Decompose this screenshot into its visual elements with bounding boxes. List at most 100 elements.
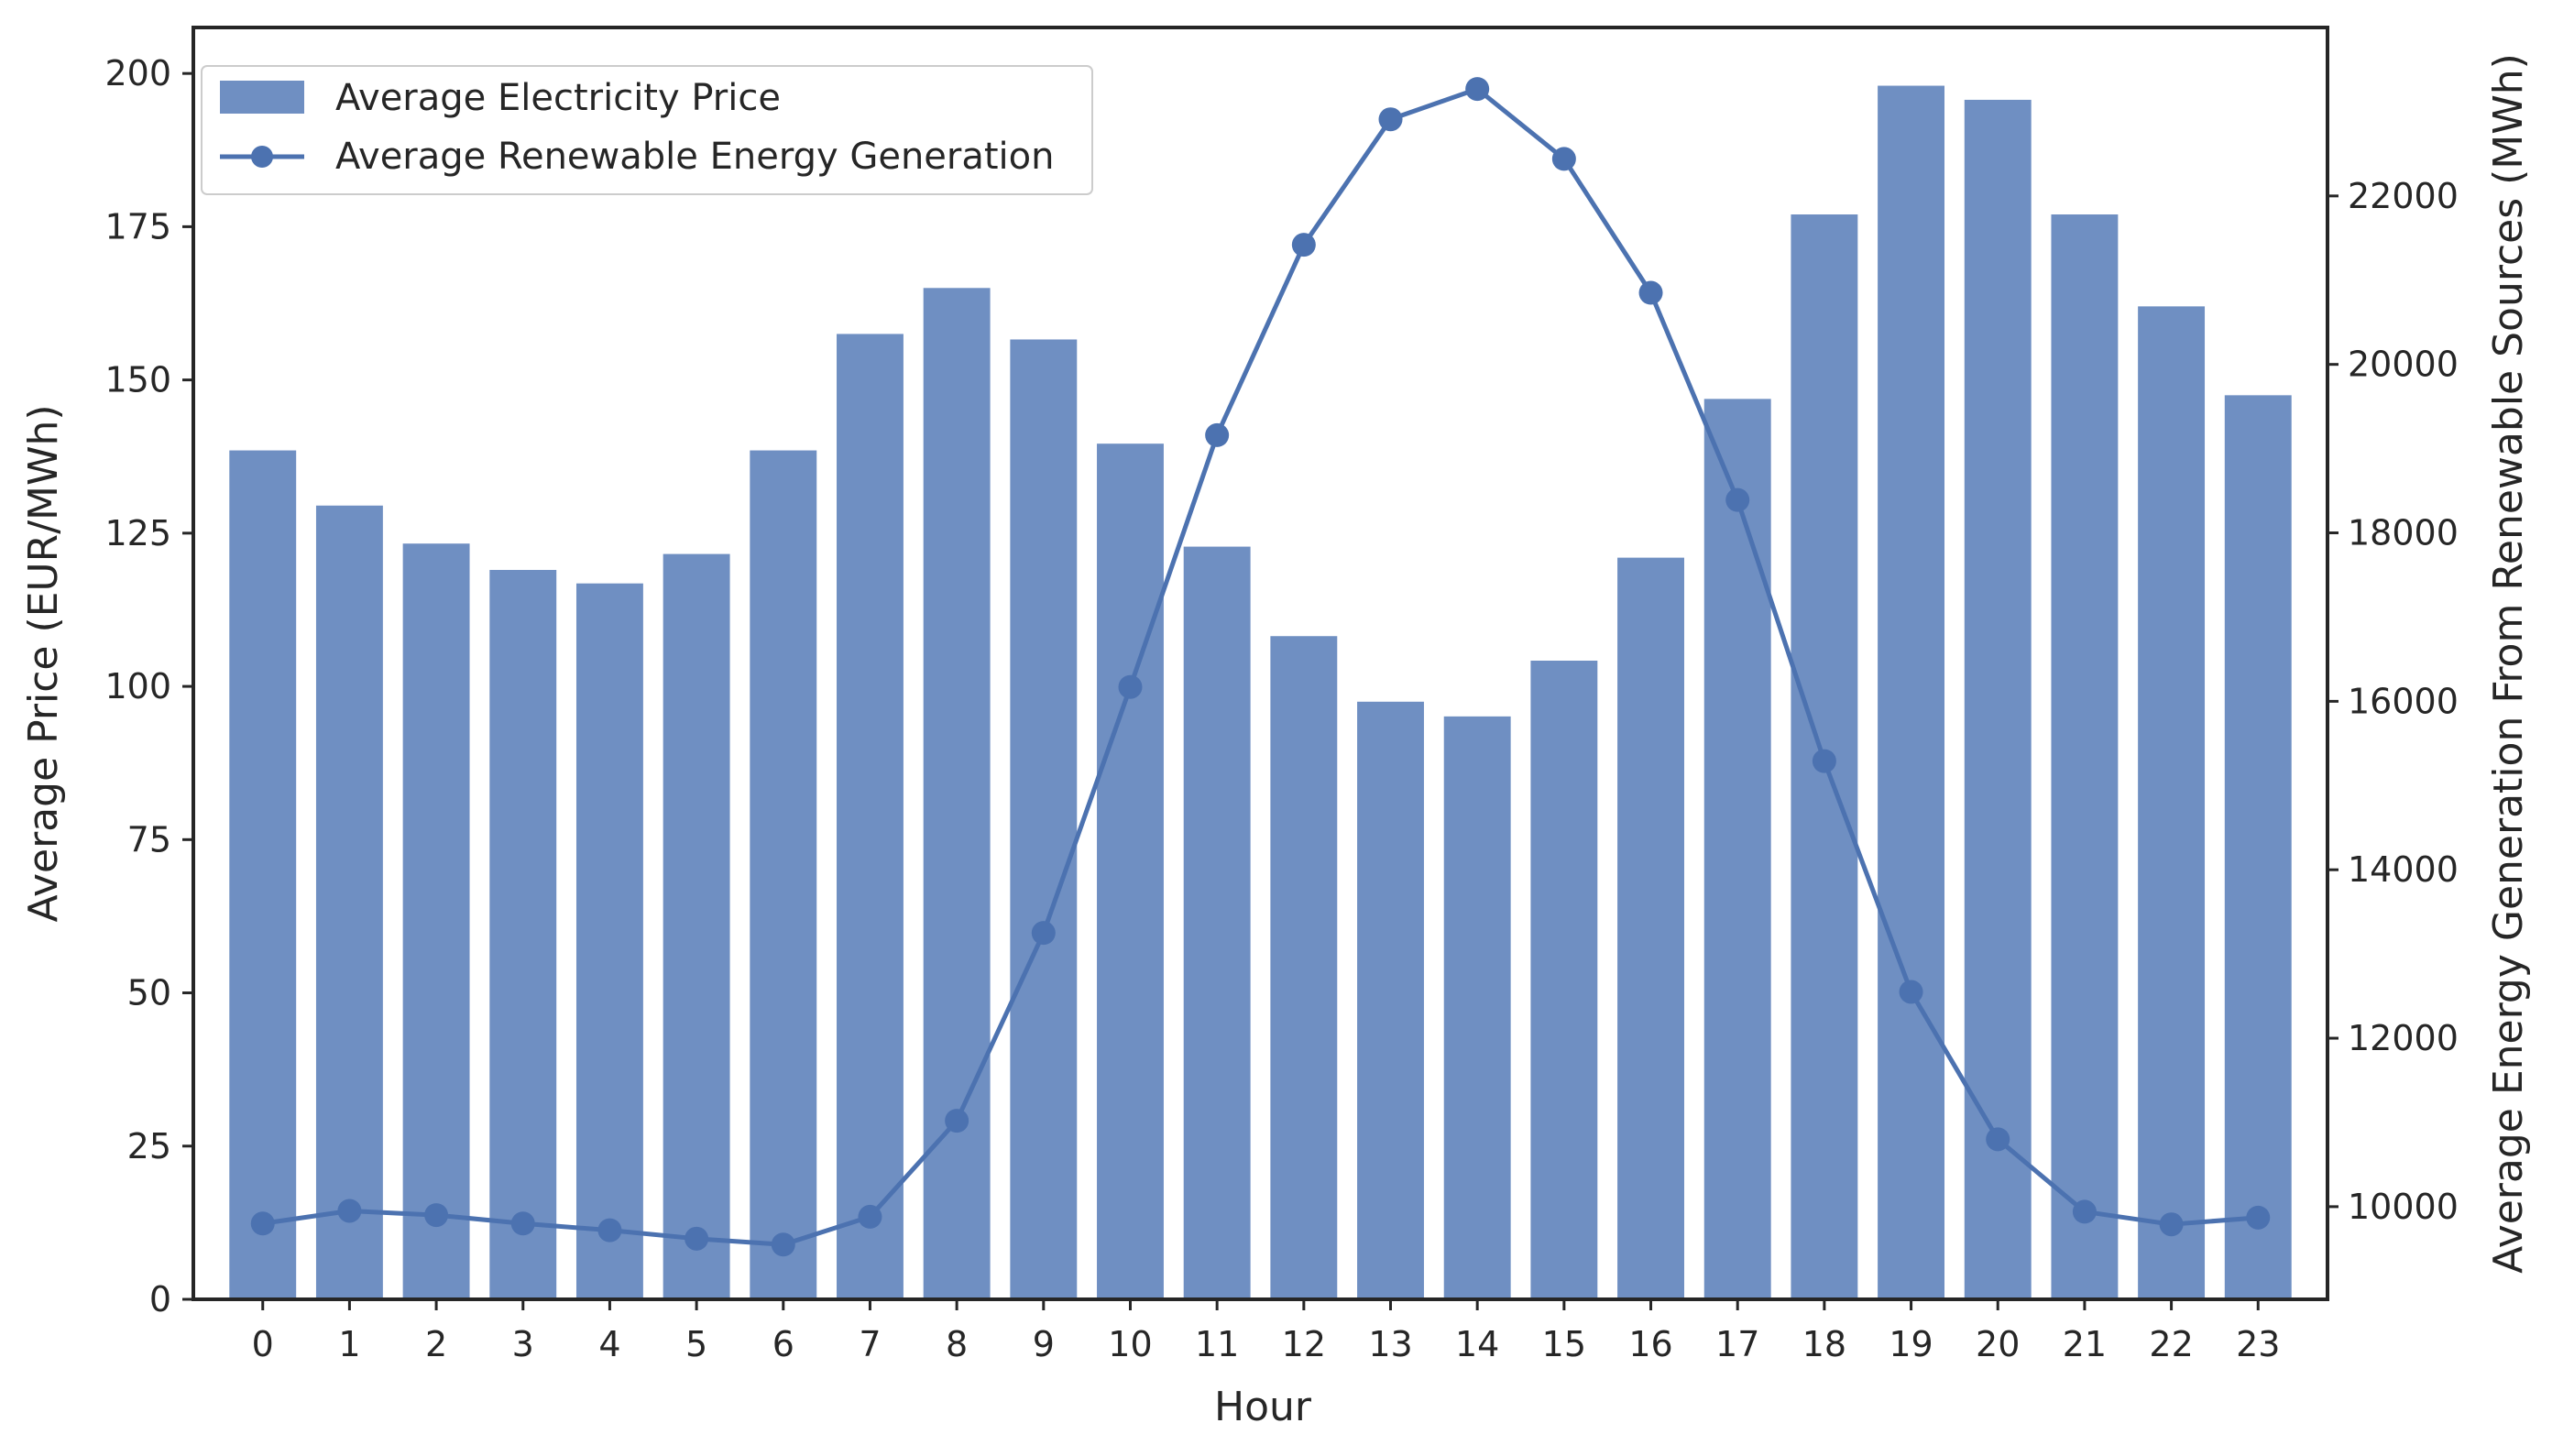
x-tick-label: 6 [772,1324,794,1364]
y2-axis-title: Average Energy Generation From Renewable… [2485,53,2532,1274]
y-tick-label: 150 [104,360,171,400]
renewable-point-hour-17 [1725,487,1750,512]
renewable-point-hour-6 [771,1232,795,1257]
y-tick-label: 100 [104,666,171,706]
bar-hour-10 [1097,443,1164,1299]
x-tick-label: 17 [1715,1324,1759,1364]
bar-hour-13 [1357,701,1424,1299]
legend-label-price: Average Electricity Price [335,77,781,119]
x-ticks: 0 1 2 3 4 5 6 7 8 9 10 11 12 13 14 15 16 17 18 19 20 21 22 23 [252,1299,2280,1364]
x-tick-label: 7 [859,1324,881,1364]
bar-hour-14 [1443,716,1511,1299]
legend-bar-swatch [220,81,304,114]
bar-hour-16 [1617,557,1684,1299]
x-tick-label: 1 [338,1324,360,1364]
bars-layer [229,85,2292,1300]
renewable-point-hour-19 [1899,980,1923,1004]
x-tick-label: 9 [1033,1324,1055,1364]
y-axis-title: Average Price (EUR/MWh) [20,404,67,922]
renewable-point-hour-16 [1638,280,1663,305]
x-tick-label: 22 [2149,1324,2193,1364]
renewable-point-hour-13 [1378,107,1403,132]
bar-hour-19 [1878,85,1945,1299]
x-tick-label: 12 [1282,1324,1326,1364]
renewable-point-hour-2 [424,1203,449,1228]
bar-hour-9 [1010,339,1078,1300]
renewable-point-hour-20 [1986,1127,2010,1152]
line-layer [250,77,2271,1257]
bar-hour-3 [489,569,557,1299]
legend: Average Electricity Price Average Renewa… [201,65,1093,195]
bar-hour-5 [663,553,730,1299]
x-tick-label: 4 [598,1324,620,1364]
renewable-point-hour-1 [337,1199,362,1223]
y2-tick-label: 18000 [2348,513,2459,553]
y2-tick-label: 14000 [2348,849,2459,890]
y2-ticks: 10000 12000 14000 16000 18000 20000 22000 [2328,176,2459,1227]
bar-hour-11 [1183,546,1251,1299]
renewable-point-hour-14 [1465,77,1490,102]
x-tick-label: 13 [1368,1324,1412,1364]
legend-marker-swatch [251,146,273,168]
x-tick-label: 15 [1542,1324,1586,1364]
bar-hour-7 [837,334,904,1300]
renewable-point-hour-21 [2072,1199,2097,1224]
y-tick-label: 0 [149,1279,171,1319]
y2-tick-label: 10000 [2348,1187,2459,1227]
x-tick-label: 3 [512,1324,534,1364]
legend-box [201,65,1093,195]
bar-hour-2 [402,543,470,1299]
bar-hour-6 [750,450,817,1299]
x-tick-label: 18 [1802,1324,1846,1364]
renewable-point-hour-11 [1205,422,1230,447]
y-tick-label: 125 [104,513,171,553]
bar-hour-1 [315,505,383,1299]
bar-hour-20 [1964,99,2032,1300]
renewable-point-hour-10 [1118,674,1143,699]
renewable-point-hour-7 [858,1204,882,1229]
plot-border [192,26,2329,1301]
axes-frame [192,26,2329,1301]
x-tick-label: 5 [685,1324,707,1364]
bar-hour-23 [2224,395,2292,1300]
y-ticks: 0 25 50 75 100 125 150 175 200 [104,53,193,1319]
renewable-point-hour-9 [1031,921,1056,946]
renewable-point-hour-0 [250,1211,275,1236]
bar-hour-17 [1703,399,1771,1299]
renewable-point-hour-4 [597,1218,622,1243]
y2-tick-label: 16000 [2348,681,2459,721]
y-tick-label: 175 [104,206,171,246]
x-tick-label: 8 [946,1324,968,1364]
x-tick-label: 21 [2063,1324,2107,1364]
x-tick-label: 14 [1455,1324,1499,1364]
renewable-point-hour-12 [1291,233,1316,257]
x-tick-label: 19 [1889,1324,1933,1364]
x-tick-label: 0 [252,1324,274,1364]
x-tick-label: 16 [1628,1324,1672,1364]
y2-tick-label: 20000 [2348,345,2459,385]
renewable-point-hour-22 [2159,1212,2184,1237]
y-tick-label: 75 [127,819,171,859]
renewable-point-hour-15 [1551,147,1576,171]
y-tick-label: 50 [127,973,171,1013]
x-tick-label: 20 [1976,1324,2020,1364]
renewable-point-hour-23 [2246,1205,2271,1230]
y2-tick-label: 22000 [2348,176,2459,216]
y2-tick-label: 12000 [2348,1018,2459,1058]
x-tick-label: 11 [1195,1324,1239,1364]
y-tick-label: 25 [127,1126,171,1166]
bar-hour-15 [1530,660,1598,1299]
x-tick-label: 10 [1108,1324,1152,1364]
bar-hour-21 [2051,214,2119,1299]
renewable-point-hour-18 [1812,749,1836,773]
legend-label-renewable: Average Renewable Energy Generation [335,136,1055,178]
bar-hour-4 [575,583,643,1299]
x-tick-label: 2 [425,1324,447,1364]
y-tick-label: 200 [104,53,171,93]
x-axis-title: Hour [1214,1384,1312,1430]
renewable-point-hour-3 [510,1211,535,1236]
x-tick-label: 23 [2236,1324,2280,1364]
renewable-point-hour-8 [945,1109,969,1133]
bar-hour-12 [1270,636,1338,1299]
